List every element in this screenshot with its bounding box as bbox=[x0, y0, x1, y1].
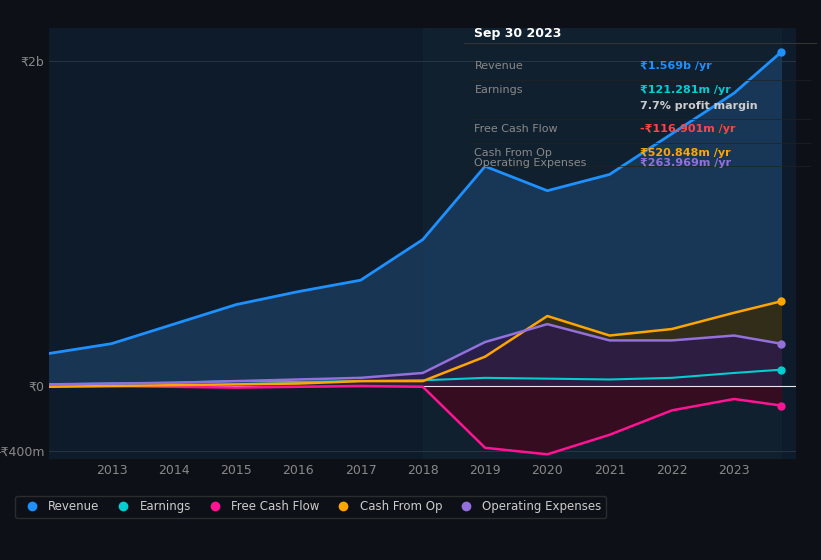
Text: ₹520.848m /yr: ₹520.848m /yr bbox=[640, 148, 731, 157]
Bar bbox=[423, 28, 781, 459]
Text: ₹1.569b /yr: ₹1.569b /yr bbox=[640, 62, 712, 71]
Text: ₹121.281m /yr: ₹121.281m /yr bbox=[640, 85, 732, 95]
Text: ₹263.969m /yr: ₹263.969m /yr bbox=[640, 158, 732, 168]
Legend: Revenue, Earnings, Free Cash Flow, Cash From Op, Operating Expenses: Revenue, Earnings, Free Cash Flow, Cash … bbox=[15, 496, 607, 518]
Text: Revenue: Revenue bbox=[475, 62, 523, 71]
Text: Operating Expenses: Operating Expenses bbox=[475, 158, 587, 168]
Text: Sep 30 2023: Sep 30 2023 bbox=[475, 27, 562, 40]
Text: Free Cash Flow: Free Cash Flow bbox=[475, 124, 558, 134]
Text: -₹116.901m /yr: -₹116.901m /yr bbox=[640, 124, 736, 134]
Text: Earnings: Earnings bbox=[475, 85, 523, 95]
Text: 7.7% profit margin: 7.7% profit margin bbox=[640, 101, 758, 110]
Text: Cash From Op: Cash From Op bbox=[475, 148, 553, 157]
